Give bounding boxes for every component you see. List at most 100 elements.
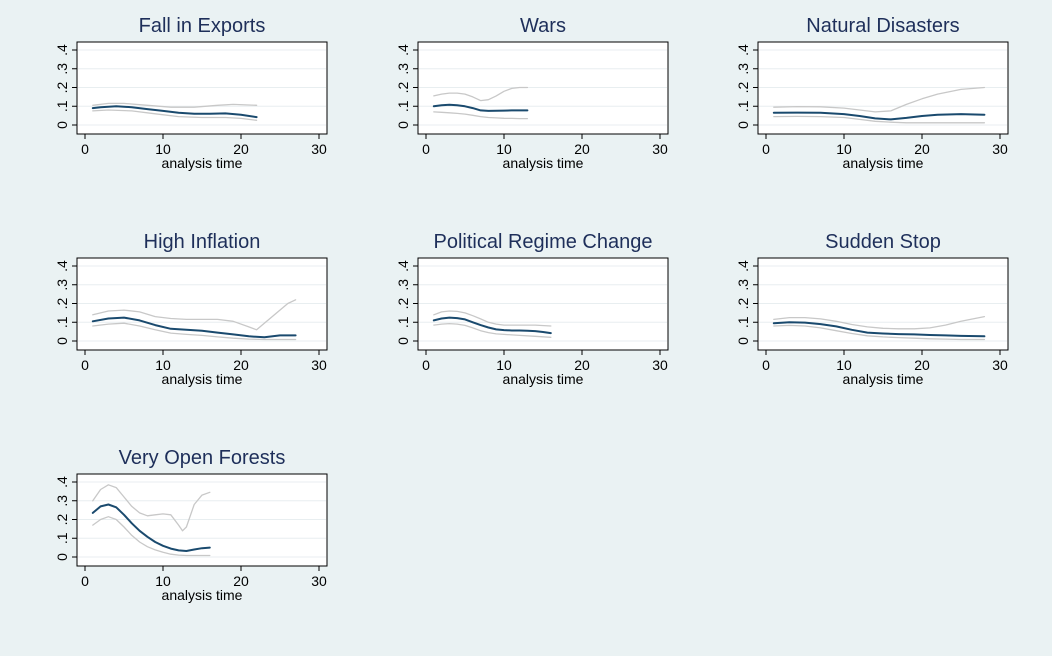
y-tick-label: .4: [54, 260, 70, 272]
panel-title: Political Regime Change: [433, 231, 652, 253]
series-line-lower: [92, 516, 211, 557]
series-line-upper: [92, 484, 211, 532]
y-tick-label: .1: [54, 100, 70, 112]
y-tick-label: .4: [735, 260, 751, 272]
x-axis-label: analysis time: [503, 371, 584, 387]
y-tick-label: .1: [54, 532, 70, 544]
x-axis-label: analysis time: [162, 587, 243, 603]
x-tick-label: 0: [81, 573, 89, 589]
y-tick-label: 0: [735, 337, 751, 345]
x-tick-label: 30: [652, 357, 668, 373]
panel-title: Natural Disasters: [806, 15, 959, 37]
series-line-lower: [433, 111, 529, 120]
x-tick-label: 10: [836, 357, 852, 373]
y-tick-label: .2: [395, 297, 411, 309]
y-tick-label: .3: [54, 63, 70, 75]
panel-2: Wars 0 .1 .2 .3 .4 0 10 20 30 analysis time: [395, 15, 669, 171]
panel-title: High Inflation: [144, 231, 261, 253]
x-axis-label: analysis time: [843, 371, 924, 387]
panel-title: Sudden Stop: [825, 231, 941, 253]
y-tick-label: .2: [54, 81, 70, 93]
y-tick-label: .4: [395, 44, 411, 56]
series-line-estimate: [772, 321, 986, 338]
panel-title: Wars: [520, 15, 566, 37]
series-line-upper: [433, 310, 552, 327]
panels: Fall in Exports 0 .1 .2 .3 .4 0 10 20 30 analysis …: [54, 15, 1009, 603]
y-tick-label: .3: [735, 63, 751, 75]
series-line-lower: [92, 109, 258, 121]
y-tick-label: .3: [395, 63, 411, 75]
x-tick-label: 30: [311, 573, 327, 589]
series-line-upper: [433, 86, 529, 102]
series-line-estimate: [432, 103, 529, 112]
series-line-upper: [773, 315, 986, 330]
x-tick-label: 20: [233, 141, 249, 157]
x-tick-label: 20: [233, 573, 249, 589]
series-line-estimate: [772, 111, 986, 121]
panel-3: Natural Disasters 0 .1 .2 .3 .4 0 10 20 30 analysi…: [735, 15, 1009, 171]
y-tick-label: .2: [54, 297, 70, 309]
x-tick-label: 10: [155, 141, 171, 157]
x-tick-label: 20: [914, 357, 930, 373]
y-tick-label: .1: [735, 100, 751, 112]
x-tick-label: 10: [155, 573, 171, 589]
panel-title: Very Open Forests: [119, 447, 286, 469]
panel-6: Sudden Stop 0 .1 .2 .3 .4 0 10 20 30 analysis time: [735, 231, 1009, 387]
y-tick-label: .4: [54, 44, 70, 56]
y-tick-label: .1: [395, 316, 411, 328]
y-tick-label: .2: [735, 81, 751, 93]
x-tick-label: 20: [574, 357, 590, 373]
x-axis-label: analysis time: [503, 155, 584, 171]
x-tick-label: 0: [762, 141, 770, 157]
y-tick-label: .1: [395, 100, 411, 112]
x-tick-label: 10: [836, 141, 852, 157]
y-tick-label: .1: [735, 316, 751, 328]
x-tick-label: 20: [233, 357, 249, 373]
y-tick-label: .2: [735, 297, 751, 309]
y-tick-label: .2: [54, 513, 70, 525]
panel-7: Very Open Forests 0 .1 .2 .3 .4 0 10 20 30 analysi…: [54, 447, 328, 603]
y-tick-label: 0: [395, 121, 411, 129]
x-tick-label: 10: [155, 357, 171, 373]
panel-4: High Inflation 0 .1 .2 .3 .4 0 10 20 30 analysis t…: [54, 231, 328, 387]
panel-title: Fall in Exports: [139, 15, 266, 37]
series-line-lower: [92, 322, 297, 341]
series-line-estimate: [91, 503, 211, 552]
series-line-upper: [773, 86, 986, 113]
series-line-lower: [773, 324, 986, 341]
y-tick-label: .4: [735, 44, 751, 56]
series-line-lower: [773, 115, 986, 124]
y-tick-label: 0: [735, 121, 751, 129]
y-tick-label: .4: [395, 260, 411, 272]
series-line-upper: [92, 102, 258, 108]
x-tick-label: 0: [422, 357, 430, 373]
x-tick-label: 0: [81, 141, 89, 157]
x-tick-label: 20: [574, 141, 590, 157]
x-tick-label: 10: [496, 141, 512, 157]
y-tick-label: 0: [54, 121, 70, 129]
x-tick-label: 30: [992, 141, 1008, 157]
x-axis-label: analysis time: [162, 371, 243, 387]
series-line-estimate: [91, 316, 297, 339]
series-line-upper: [92, 299, 297, 331]
y-tick-label: 0: [54, 337, 70, 345]
series-line-estimate: [432, 316, 552, 335]
y-tick-label: .2: [395, 81, 411, 93]
series-line-estimate: [91, 105, 258, 119]
x-tick-label: 10: [496, 357, 512, 373]
panel-1: Fall in Exports 0 .1 .2 .3 .4 0 10 20 30 analysis …: [54, 15, 328, 171]
y-tick-label: 0: [54, 553, 70, 561]
x-tick-label: 0: [81, 357, 89, 373]
series-line-lower: [433, 322, 552, 338]
x-tick-label: 30: [992, 357, 1008, 373]
y-tick-label: .3: [54, 495, 70, 507]
panel-5: Political Regime Change 0 .1 .2 .3 .4 0 10 20 30 a…: [395, 231, 669, 387]
y-tick-label: 0: [395, 337, 411, 345]
y-tick-label: .4: [54, 476, 70, 488]
x-axis-label: analysis time: [843, 155, 924, 171]
x-axis-label: analysis time: [162, 155, 243, 171]
y-tick-label: .3: [395, 279, 411, 291]
y-tick-label: .3: [54, 279, 70, 291]
x-tick-label: 30: [311, 141, 327, 157]
